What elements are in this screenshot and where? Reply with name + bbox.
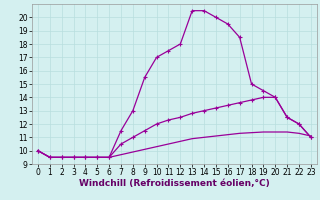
X-axis label: Windchill (Refroidissement éolien,°C): Windchill (Refroidissement éolien,°C) [79, 179, 270, 188]
